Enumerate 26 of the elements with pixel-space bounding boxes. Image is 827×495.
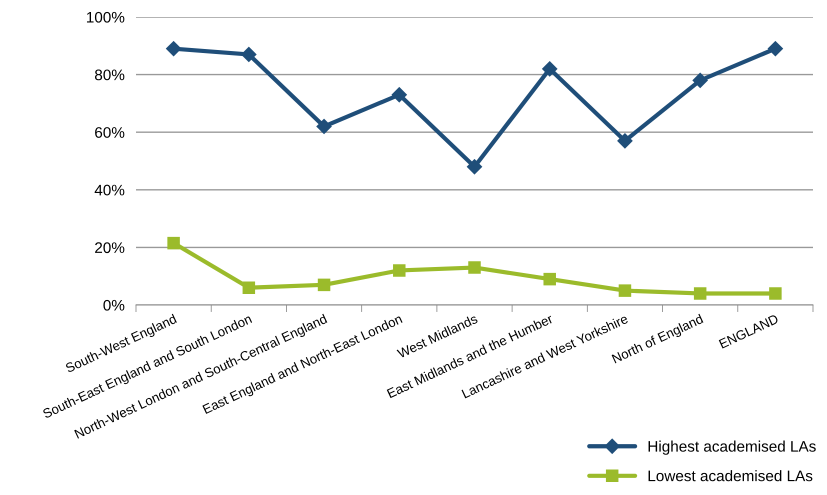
point	[318, 278, 330, 292]
point	[468, 261, 481, 274]
point	[316, 118, 332, 134]
point	[466, 159, 482, 174]
legend-label: Highest academised LAs	[648, 440, 816, 455]
point	[242, 281, 256, 294]
y-tick-label: 0%	[103, 300, 124, 311]
point	[692, 72, 708, 88]
point	[392, 87, 407, 102]
point	[768, 41, 783, 56]
point	[166, 41, 182, 56]
y-tick-label: 20%	[95, 242, 124, 254]
y-tick-label: 40%	[94, 184, 124, 196]
point	[618, 284, 632, 297]
point	[167, 236, 180, 250]
legend-label: Lowest academised LAs	[648, 470, 812, 482]
y-tick-label: 60%	[95, 127, 124, 138]
point	[543, 272, 556, 286]
y-tick-label: 100%	[86, 12, 124, 23]
point	[617, 133, 633, 148]
point	[241, 46, 256, 62]
point	[393, 264, 406, 277]
y-tick-label: 80%	[94, 69, 124, 80]
point	[769, 287, 782, 300]
point	[694, 287, 706, 300]
point	[542, 61, 558, 76]
